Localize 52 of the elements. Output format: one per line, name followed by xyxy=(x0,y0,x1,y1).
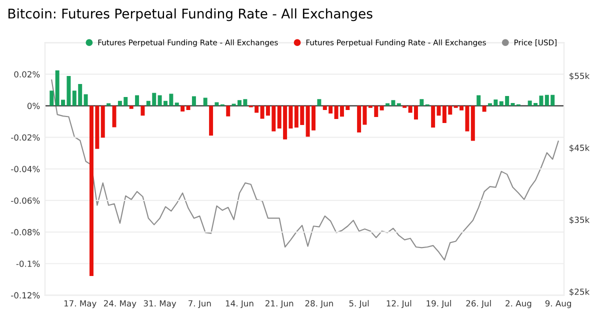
bar xyxy=(317,99,322,106)
x-tick-label: 12. Jul xyxy=(386,300,412,308)
x-tick-label: 31. May xyxy=(144,300,176,308)
y-tick-label: -0.02% xyxy=(11,134,40,141)
bar xyxy=(380,106,384,110)
bar xyxy=(357,106,362,132)
x-tick-label: 5. Jul xyxy=(349,300,369,308)
x-tick-label: 28. Jun xyxy=(305,300,333,308)
bar xyxy=(180,106,185,112)
bar xyxy=(50,90,54,106)
x-tick-label: 19. Jul xyxy=(426,300,451,308)
bar xyxy=(192,96,196,106)
y2-tick-label: $25k xyxy=(570,288,590,296)
y-tick-label: 0.02% xyxy=(14,71,40,78)
x-tick-label: 21. Jun xyxy=(266,300,294,308)
x-tick-label: 2. Aug xyxy=(506,300,532,308)
bar xyxy=(140,106,145,116)
bar xyxy=(186,106,190,110)
y2-tick-label: $45k xyxy=(570,144,590,152)
chart-title: Bitcoin: Futures Perpetual Funding Rate - All Exchanges xyxy=(8,8,372,22)
y-tick-label: -0.06% xyxy=(11,197,40,204)
x-tick-label: 24. May xyxy=(104,300,136,308)
x-tick-label: 17. May xyxy=(64,300,96,308)
x-tick-label: 26. Jul xyxy=(466,300,491,308)
bar xyxy=(431,106,436,128)
bar xyxy=(106,103,111,106)
bar xyxy=(470,106,475,141)
y-tick-label: -0.04% xyxy=(11,166,40,172)
bar xyxy=(226,106,230,116)
x-tick-label: 7. Jun xyxy=(188,300,211,308)
y-tick-label: -0.08% xyxy=(11,229,40,236)
bar xyxy=(100,106,105,138)
bar xyxy=(482,106,486,112)
y-tick-label: 0% xyxy=(27,102,40,110)
x-tick-label: 14. Jun xyxy=(226,300,254,308)
bar xyxy=(135,95,140,106)
y2-tick-label: $55k xyxy=(570,72,590,80)
y2-tick-label: $35k xyxy=(570,216,590,224)
bar xyxy=(476,95,481,106)
bar xyxy=(112,106,116,128)
bar xyxy=(174,102,179,106)
bar xyxy=(214,102,219,106)
x-tick-label: 9. Aug xyxy=(545,300,571,308)
bar xyxy=(209,106,214,136)
bar xyxy=(129,106,134,109)
y-tick-label: -0.1% xyxy=(16,260,40,267)
line-series xyxy=(51,80,559,260)
bar xyxy=(396,103,401,106)
bar xyxy=(420,99,424,106)
y-tick-label: -0.12% xyxy=(11,292,40,298)
bar xyxy=(84,94,88,106)
bar xyxy=(203,98,208,106)
